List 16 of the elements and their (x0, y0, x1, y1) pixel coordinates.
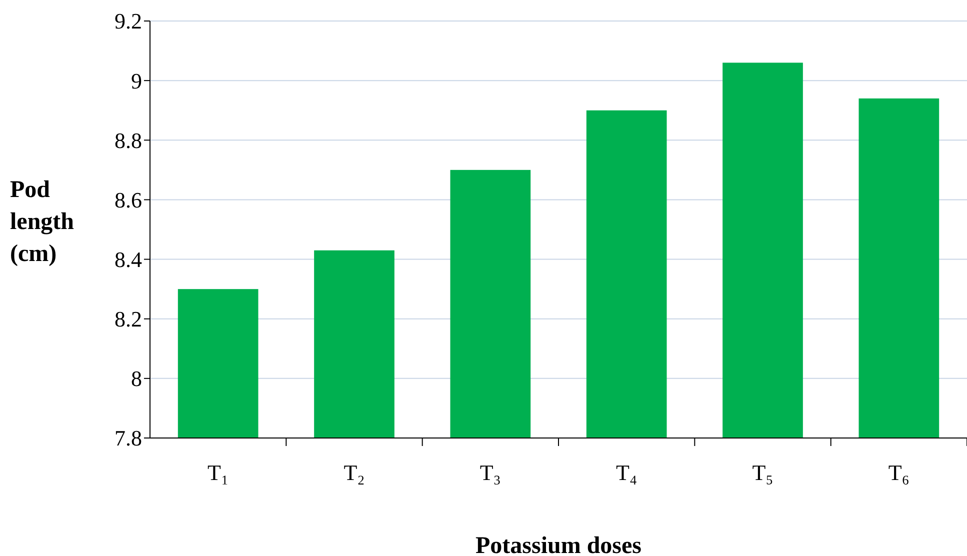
x-tick-label: T₄ (616, 460, 638, 485)
y-tick-label: 8.4 (114, 246, 142, 272)
x-tick-label: T₆ (888, 460, 910, 485)
x-tick-label: T₅ (752, 460, 774, 485)
y-tick-label: 9 (131, 68, 142, 94)
y-tick-label: 7.8 (114, 426, 142, 451)
y-tick-label: 9.2 (114, 8, 142, 34)
y-tick-label: 8 (131, 366, 142, 392)
y-tick-label: 8.6 (114, 187, 142, 212)
x-tick-label: T₁ (208, 460, 229, 485)
y-tick-label: 8.8 (114, 128, 142, 153)
x-axis-title: Potassium doses (475, 533, 642, 556)
x-tick-label: T₂ (344, 460, 365, 485)
y-axis-title: Pod length (cm) (10, 177, 74, 267)
x-tick-label: T₃ (480, 460, 501, 485)
y-tick-label: 8.2 (114, 306, 142, 332)
